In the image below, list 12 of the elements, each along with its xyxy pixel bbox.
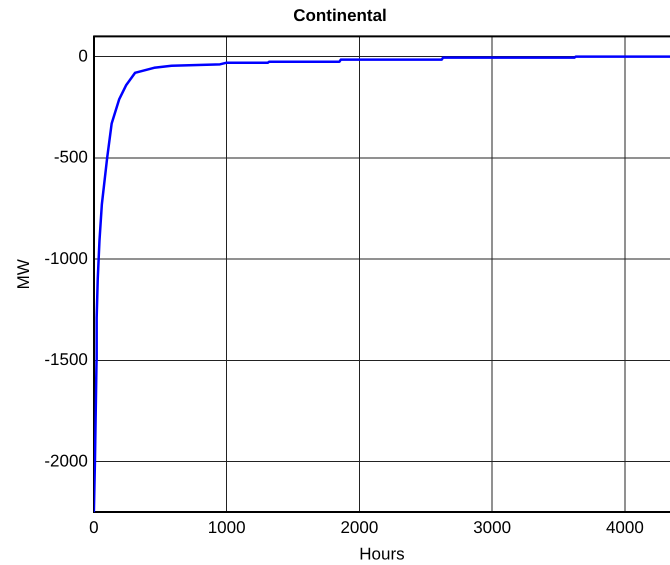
y-tick-label: 0 [78, 46, 88, 66]
y-tick-label: -2000 [44, 451, 88, 470]
x-tick-label: 3000 [473, 518, 512, 538]
chart-title: Continental [293, 6, 387, 25]
y-tick-label: -500 [54, 148, 88, 167]
x-axis-title: Hours [359, 544, 405, 564]
x-tick-label: 2000 [340, 518, 378, 538]
y-axis-title: MW [14, 259, 33, 290]
x-tick-label: 1000 [208, 518, 246, 538]
y-tick-label: -1500 [44, 350, 88, 370]
y-tick-label: -1000 [44, 248, 88, 268]
x-tick-label: 4000 [606, 518, 644, 538]
